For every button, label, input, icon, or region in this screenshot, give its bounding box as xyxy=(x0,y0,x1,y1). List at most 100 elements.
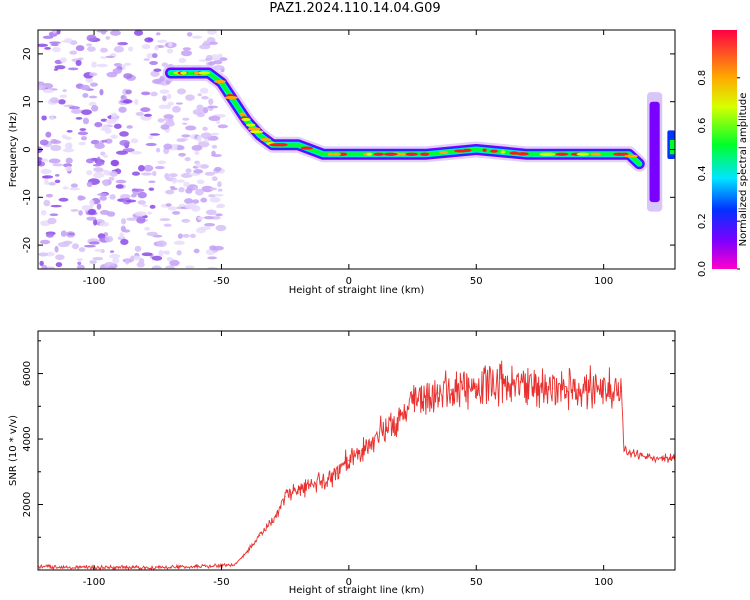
noise-blob xyxy=(130,150,142,155)
noise-blob xyxy=(157,160,167,165)
noise-blob xyxy=(162,250,168,255)
noise-blob xyxy=(210,132,220,136)
x-tick-label: 0 xyxy=(346,577,352,588)
noise-blob xyxy=(67,232,75,236)
noise-blob xyxy=(92,256,104,261)
noise-blob xyxy=(163,143,173,150)
noise-blob xyxy=(148,135,154,140)
noise-blob xyxy=(100,56,107,59)
snr-series-line xyxy=(38,360,675,570)
noise-blob xyxy=(67,67,79,71)
ridge-peak xyxy=(624,154,638,158)
noise-blob xyxy=(136,216,146,224)
noise-blob xyxy=(197,141,210,148)
noise-blob xyxy=(155,32,161,36)
snr-data-point xyxy=(615,389,617,391)
x-tick-label: -50 xyxy=(213,577,229,588)
snr-data-point xyxy=(259,535,261,537)
noise-blob xyxy=(181,218,191,223)
noise-blob xyxy=(151,265,162,269)
noise-blob xyxy=(123,62,132,66)
y-tick-label: 6000 xyxy=(22,361,33,386)
noise-blob xyxy=(206,266,219,269)
snr-data-point xyxy=(399,413,401,416)
noise-blob xyxy=(148,187,155,191)
noise-blob xyxy=(192,186,198,190)
noise-blob xyxy=(201,185,214,193)
noise-blob xyxy=(209,197,221,203)
noise-blob xyxy=(53,68,59,71)
noise-blob xyxy=(202,107,209,114)
noise-blob xyxy=(177,233,183,239)
snr-data-point xyxy=(577,389,579,391)
noise-blob xyxy=(60,40,73,43)
noise-blob xyxy=(87,208,96,215)
noise-blob xyxy=(143,164,154,172)
noise-blob xyxy=(125,89,132,95)
noise-blob xyxy=(86,43,92,47)
noise-blob xyxy=(82,93,89,98)
noise-blob xyxy=(208,98,214,105)
noise-blob xyxy=(115,150,128,155)
noise-blob xyxy=(164,189,175,195)
colorbar-tick-label: 0.4 xyxy=(697,165,708,181)
ridge-peak xyxy=(366,152,373,156)
noise-blob xyxy=(86,181,93,188)
colorbar-tick-label: 0.6 xyxy=(697,118,708,134)
noise-blob xyxy=(152,53,158,59)
ridge-peak xyxy=(555,152,569,156)
noise-blob xyxy=(64,136,72,141)
noise-blob xyxy=(209,41,218,45)
noise-blob xyxy=(38,43,49,48)
noise-blob xyxy=(189,172,201,176)
noise-blob xyxy=(196,135,202,143)
noise-blob xyxy=(193,169,204,174)
noise-blob xyxy=(214,166,222,172)
colorbar-tick-label: 0.0 xyxy=(697,261,708,277)
noise-blob xyxy=(115,179,127,184)
noise-blob xyxy=(86,170,93,176)
ridge-peak xyxy=(300,146,314,150)
x-tick-label: 50 xyxy=(470,577,483,588)
noise-blob xyxy=(211,176,218,182)
snr-data-point xyxy=(284,495,286,497)
ridge-peak xyxy=(245,123,256,127)
noise-blob xyxy=(83,244,96,248)
noise-blob xyxy=(99,209,110,215)
noise-blob xyxy=(39,139,49,146)
noise-blob xyxy=(42,175,54,179)
noise-blob xyxy=(147,211,152,215)
noise-blob xyxy=(182,117,190,121)
ridge-peak xyxy=(482,148,487,152)
noise-blob xyxy=(108,265,115,269)
noise-blob xyxy=(212,245,224,251)
noise-blob xyxy=(201,95,209,100)
noise-blob xyxy=(50,204,62,208)
noise-blob xyxy=(108,176,115,181)
noise-blob xyxy=(165,120,175,127)
ridge-peak xyxy=(331,152,342,156)
noise-blob xyxy=(76,258,84,262)
noise-blob xyxy=(199,87,209,94)
noise-blob xyxy=(170,187,178,191)
snr-data-point xyxy=(246,551,248,553)
y-axis-label: SNR (10 * v/v) xyxy=(8,415,19,486)
snr-data-point xyxy=(475,386,477,388)
noise-blob xyxy=(115,184,124,189)
snr-data-point xyxy=(620,390,623,393)
noise-blob xyxy=(110,112,118,117)
noise-blob xyxy=(203,215,215,220)
snr-data-point xyxy=(144,567,146,569)
noise-blob xyxy=(125,199,137,203)
ridge-peak xyxy=(517,152,529,156)
noise-blob xyxy=(126,125,133,129)
ridge-peak xyxy=(241,117,251,122)
noise-blob xyxy=(67,142,73,150)
noise-blob xyxy=(80,109,93,115)
noise-blob xyxy=(217,114,226,118)
noise-blob xyxy=(138,164,145,172)
noise-blob xyxy=(49,213,59,217)
noise-blob xyxy=(150,70,160,77)
noise-blob xyxy=(137,191,147,199)
noise-blob xyxy=(178,57,187,64)
